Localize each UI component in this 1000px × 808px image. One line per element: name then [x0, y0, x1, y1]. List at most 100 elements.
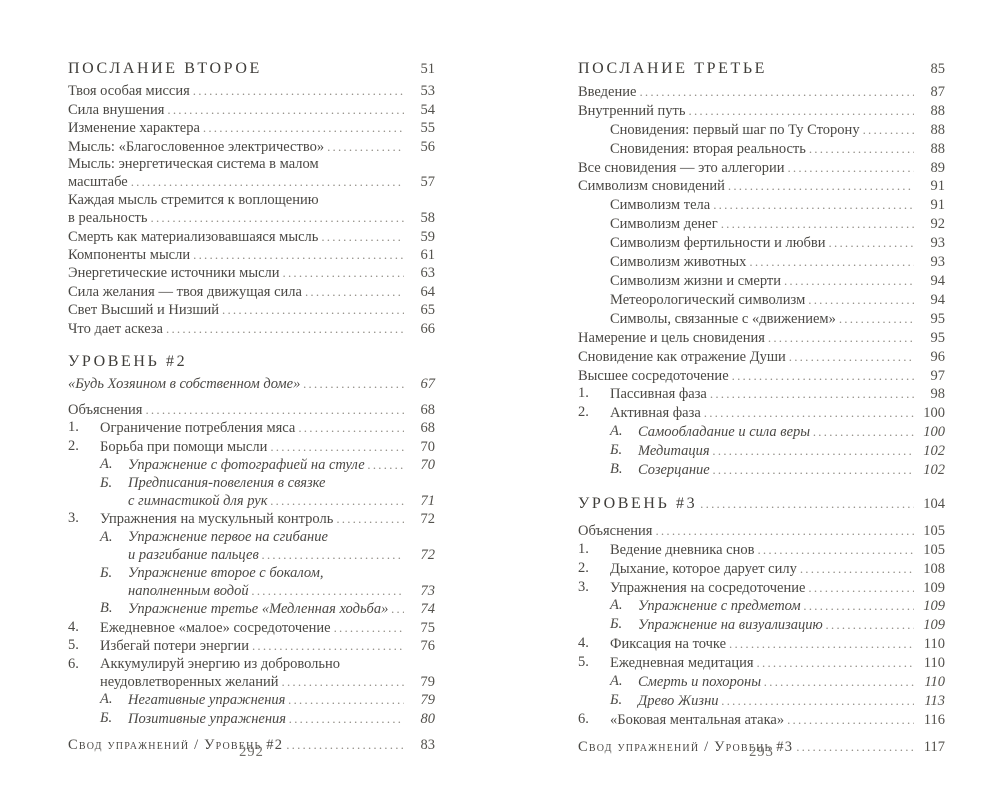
dot-leader [808, 291, 914, 310]
toc-entry-title: Символизм фертильности и любви [610, 235, 826, 252]
toc-entry: Б. Медитация 102 [578, 442, 945, 461]
toc-entry-title: Компоненты мысли [68, 247, 191, 264]
toc-entry-marker: Б. [610, 616, 623, 633]
toc-entry-page: 98 [930, 386, 946, 403]
toc-entry-page: 105 [923, 541, 945, 558]
dot-leader [222, 301, 404, 319]
toc-entry-page: 65 [420, 302, 436, 319]
toc-entry: Символизм тела 91 [578, 196, 945, 215]
toc-entry-title: Высшее сосредоточение [578, 367, 729, 384]
toc-entry-title: Негативные упражнения [128, 692, 286, 709]
dot-leader [282, 673, 405, 691]
dot-leader [289, 710, 404, 728]
toc-entry: ПОСЛАНИЕ ВТОРОЕ 51 [68, 60, 435, 78]
toc-entry-page: 57 [420, 174, 436, 191]
toc-entry: Сновидения: первый шаг по Ту Сторону 88 [578, 121, 945, 140]
dot-leader [655, 522, 914, 541]
toc-entry: Что дает аскеза 66 [68, 320, 435, 338]
toc-entry: Б. Позитивные упражнения 80 [68, 710, 435, 728]
toc-entry-page: 97 [930, 367, 946, 384]
toc-entry-title: Смерть и похороны [638, 674, 762, 691]
toc-entry-line: Энергетические источники мысли 63 [68, 264, 435, 282]
toc-entry-line: Избегай потери энергии 76 [100, 637, 435, 655]
toc-entry: Символизм денег 92 [578, 215, 945, 234]
toc-entry-line: Каждая мысль стремится к воплощению [68, 192, 435, 209]
toc-entry: 6. «Боковая ментальная атака» 116 [578, 711, 945, 730]
dot-leader [764, 673, 914, 692]
toc-entry-title: Внутренний путь [578, 102, 686, 119]
toc-entry: Изменение характера 55 [68, 119, 435, 137]
toc-entry-page: 53 [420, 83, 436, 100]
toc-entry-title: Аккумулируй энергию из добровольно [100, 655, 341, 672]
toc-entry-title: Свод упражнений / Уровень #2 [68, 737, 284, 754]
toc-entry-line: Ежедневное «малое» сосредоточение 75 [100, 619, 435, 637]
toc-entry-marker: 2. [68, 437, 79, 454]
toc-entry-page: 92 [930, 216, 946, 233]
toc-entry-line: Мысль: энергетическая система в малом [68, 156, 435, 173]
dot-leader [757, 541, 914, 560]
toc-entry-line: Смерть и похороны 110 [638, 673, 945, 692]
toc-entry-line: Упражнения на мускульный контроль 72 [100, 510, 435, 528]
toc-entry-title: Каждая мысль стремится к воплощению [68, 191, 319, 208]
toc-entry-title: Сновидение как отражение Души [578, 348, 786, 365]
toc-entry-page: 117 [923, 738, 945, 755]
dot-leader [863, 121, 914, 140]
toc-entry: А. Смерть и похороны 110 [578, 673, 945, 692]
toc-entry: 3. Упражнения на мускульный контроль 72 [68, 510, 435, 528]
toc-entry: Свод упражнений / Уровень #2 83 [68, 736, 435, 754]
dot-leader [809, 140, 914, 159]
toc-entry-line: ПОСЛАНИЕ ВТОРОЕ 51 [68, 60, 435, 78]
toc-entry-marker: 1. [578, 540, 589, 557]
dot-leader [713, 442, 914, 461]
toc-entry-page: 104 [923, 495, 945, 512]
toc-entry-page: 72 [420, 511, 436, 528]
toc-entry-page: 51 [420, 61, 436, 77]
toc-entry-page: 88 [930, 140, 946, 157]
toc-entry-page: 109 [923, 579, 945, 596]
dot-leader [721, 215, 914, 234]
toc-entry-line: Самообладание и сила веры 100 [638, 423, 945, 442]
toc-entry: А. Упражнение с предметом 109 [578, 597, 945, 616]
toc-entry-title: Энергетические источники мысли [68, 265, 280, 282]
dot-leader [252, 582, 404, 600]
toc-entry-title: Сила желания — твоя движущая сила [68, 283, 302, 300]
toc-entry-marker: 4. [578, 635, 589, 652]
toc-entry: Мысль: энергетическая система в малом мас… [68, 156, 435, 192]
toc-entry-line: Введение 87 [578, 83, 945, 102]
dot-leader [829, 234, 914, 253]
toc-entry-page: 100 [923, 424, 945, 441]
toc-entry-page: 70 [420, 457, 436, 474]
dot-leader [305, 283, 404, 301]
toc-entry: Внутренний путь 88 [578, 102, 945, 121]
toc-entry-line: Свод упражнений / Уровень #2 83 [68, 736, 435, 754]
dot-leader [800, 560, 914, 579]
toc-entry: 2. Дыхание, которое дарует силу 108 [578, 560, 945, 579]
toc-entry: Сновидение как отражение Души 96 [578, 348, 945, 367]
dot-leader [298, 419, 404, 437]
toc-entry: ПОСЛАНИЕ ТРЕТЬЕ 85 [578, 60, 945, 79]
toc-entry-marker: 2. [578, 559, 589, 576]
toc-entry-page: 94 [930, 291, 946, 308]
toc-entry-title: Символизм сновидений [578, 178, 725, 195]
toc-entry-line: Символизм фертильности и любви 93 [610, 234, 945, 253]
toc-entry-title: Активная фаза [610, 405, 701, 422]
toc-entry: Высшее сосредоточение 97 [578, 367, 945, 386]
toc-entry-title: Метеорологический символизм [610, 291, 806, 308]
toc-entry: Компоненты мысли 61 [68, 246, 435, 264]
toc-entry-line: Твоя особая миссия 53 [68, 82, 435, 100]
toc-entry-page: 79 [420, 674, 436, 690]
toc-entry-title: Упражнение с предметом [638, 598, 801, 615]
dot-leader [808, 579, 914, 598]
toc-entry-page: 102 [923, 443, 945, 460]
toc-entry-page: 68 [420, 420, 436, 437]
dot-leader [749, 253, 914, 272]
toc-entry-title: Свет Высший и Низший [68, 302, 220, 319]
toc-entry-marker: Б. [100, 474, 113, 491]
toc-entry-line: «Будь Хозяином в собственном доме» 67 [68, 375, 435, 393]
toc-entry: 1. Пассивная фаза 98 [578, 385, 945, 404]
toc-entry-page: 89 [930, 159, 946, 176]
toc-entry-page: 61 [420, 247, 436, 264]
dot-leader [270, 492, 404, 510]
toc-entry-marker: 3. [578, 578, 589, 595]
